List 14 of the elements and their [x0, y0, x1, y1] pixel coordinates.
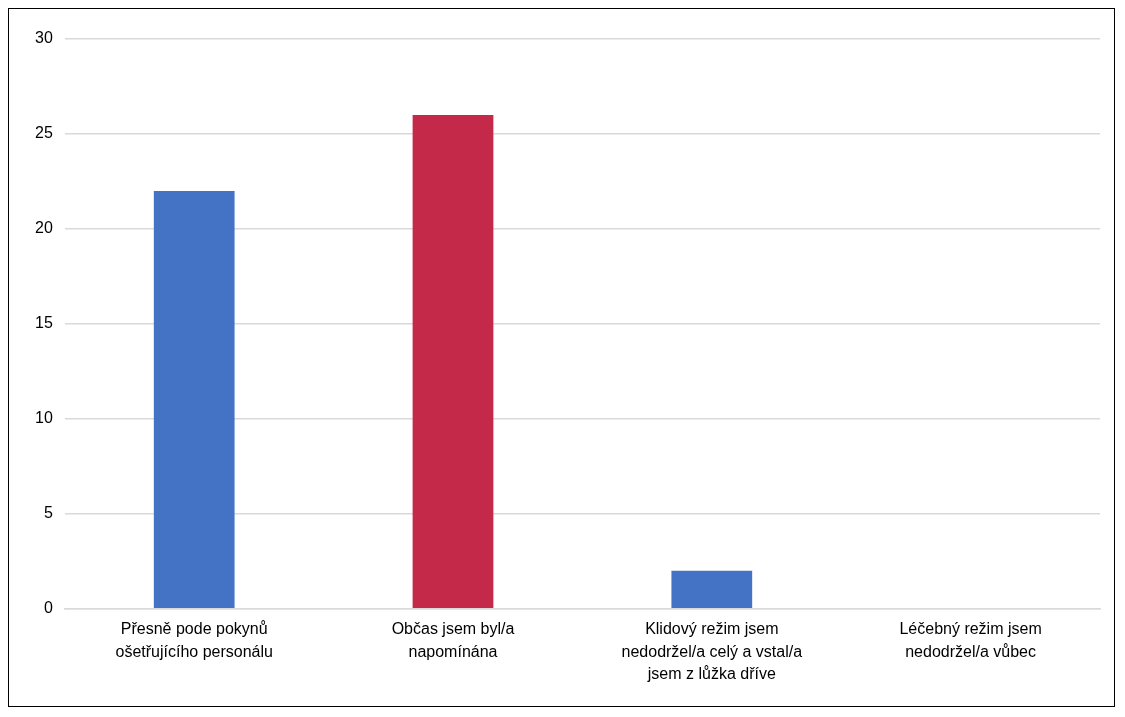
bar [671, 570, 753, 609]
y-tick-label: 30 [35, 29, 53, 47]
x-tick-label: Léčebný režim jsem nedodržel/a vůbec [899, 620, 1042, 660]
y-tick-label: 5 [43, 504, 53, 522]
y-tick-label: 20 [35, 219, 53, 237]
x-tick-label: Přesně pode pokynů ošetřujícího personálu [115, 620, 273, 660]
y-tick-label: 15 [35, 314, 53, 332]
bar [153, 190, 235, 609]
bar [412, 114, 494, 609]
y-tick-label: 25 [35, 124, 53, 142]
x-tick-label: Klidový režim jsem nedodržel/a celý a vstal/a jsem z lůžka dříve [621, 620, 803, 683]
x-tick-label: Občas jsem byl/a napomínána [391, 620, 515, 660]
y-tick-label: 0 [43, 599, 53, 617]
y-tick-label: 10 [35, 409, 53, 427]
